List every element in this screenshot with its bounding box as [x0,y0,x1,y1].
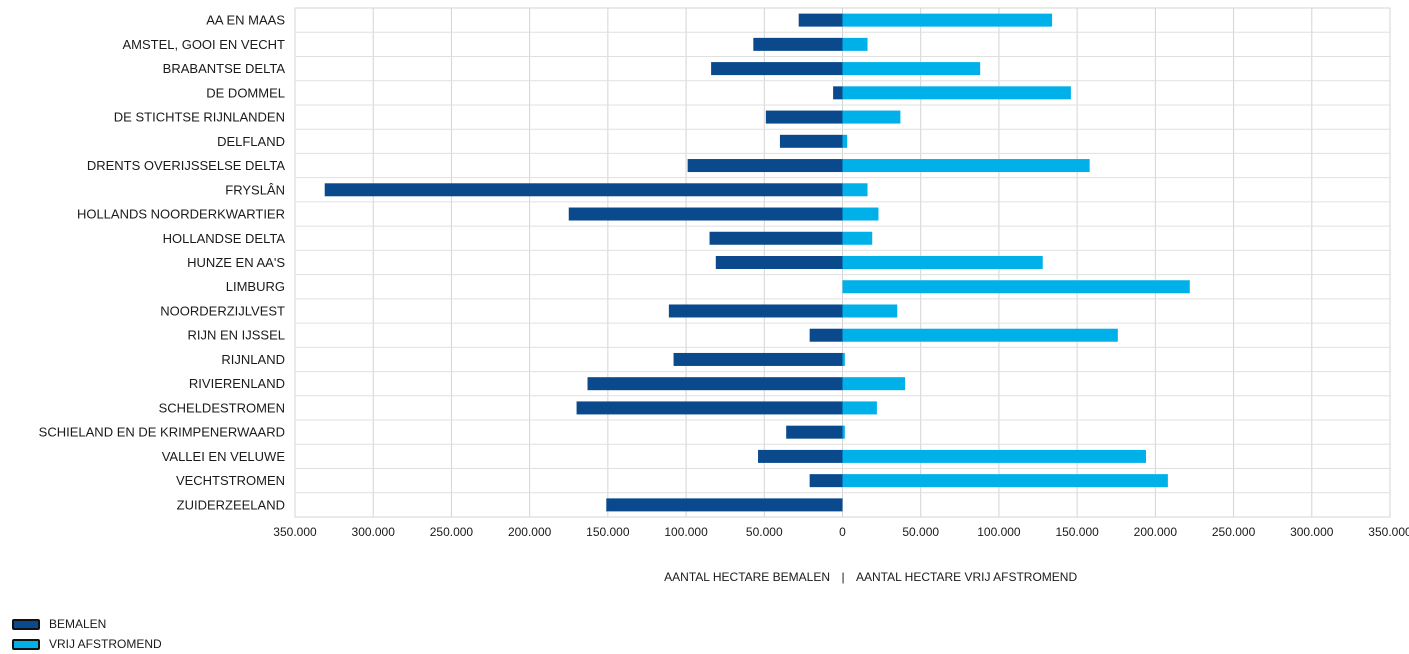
bar-vrij-afstromend [842,86,1071,100]
category-label: HUNZE EN AA'S [187,255,285,270]
category-label: NOORDERZIJLVEST [160,303,285,318]
category-label: HOLLANDSE DELTA [163,231,286,246]
bar-bemalen [587,377,843,391]
bar-vrij-afstromend [842,62,981,76]
bar-vrij-afstromend [842,280,1190,294]
bar-vrij-afstromend [842,449,1146,463]
x-tick-label: 350.000 [273,525,317,539]
bar-vrij-afstromend [842,37,868,51]
bar-vrij-afstromend [842,474,1168,488]
x-tick-label: 100.000 [664,525,708,539]
bar-bemalen [833,86,843,100]
category-label: RIVIERENLAND [189,376,285,391]
x-tick-label: 200.000 [508,525,552,539]
x-axis-label-separator: | [841,570,844,584]
x-tick-label: 50.000 [902,525,939,539]
category-label: LIMBURG [226,279,285,294]
bar-vrij-afstromend [842,352,845,366]
x-axis-label-left: AANTAL HECTARE BEMALEN [664,570,830,584]
x-tick-label: 350.000 [1368,525,1409,539]
bar-bemalen [568,207,843,221]
bar-bemalen [709,231,843,245]
bar-vrij-afstromend [842,256,1043,269]
bar-vrij-afstromend [842,110,901,124]
grid [294,7,1391,518]
category-label: RIJN EN IJSSEL [187,328,285,343]
bar-vrij-afstromend [842,231,873,245]
category-label: AA EN MAAS [206,13,285,28]
legend-swatch-vrij-afstromend [12,638,40,650]
bar-vrij-afstromend [842,425,845,439]
bar-bemalen [798,13,843,27]
bar-bemalen [779,134,843,148]
x-tick-label: 300.000 [352,525,396,539]
x-axis-label-right: AANTAL HECTARE VRIJ AFSTROMEND [856,570,1077,584]
category-label: FRYSLÂN [225,182,285,197]
legend-item-vrij-afstromend: VRIJ AFSTROMEND [12,634,162,654]
x-tick-label: 150.000 [1055,525,1099,539]
bar-bemalen [673,352,843,366]
bar-bemalen [765,110,843,124]
x-tick-label: 50.000 [746,525,783,539]
category-label: VALLEI EN VELUWE [162,449,286,464]
x-tick-label: 150.000 [586,525,630,539]
bar-vrij-afstromend [842,207,879,221]
bar-vrij-afstromend [842,328,1118,342]
bar-bemalen [809,328,843,342]
x-tick-label: 0 [839,525,846,539]
bar-bemalen [606,498,843,512]
x-tick-label: 300.000 [1290,525,1334,539]
category-label: DRENTS OVERIJSSELSE DELTA [87,158,286,173]
bar-vrij-afstromend [842,401,877,415]
bar-vrij-afstromend [842,377,906,391]
bar-bemalen [687,159,843,173]
bar-bemalen [668,304,843,318]
category-label: RIJNLAND [221,352,285,367]
bar-bemalen [786,425,843,439]
bars [324,13,1190,512]
bar-bemalen [576,401,843,415]
x-tick-labels: 350.000 300.000 250.000 200.000 150.000 100.0… [273,525,1409,539]
category-label: VECHTSTROMEN [176,473,285,488]
bar-bemalen [753,37,843,51]
category-label: SCHIELAND EN DE KRIMPENERWAARD [39,425,285,440]
category-label: DE DOMMEL [206,85,285,100]
legend: BEMALEN VRIJ AFSTROMEND [12,614,162,654]
category-label: DE STICHTSE RIJNLANDEN [114,110,285,125]
x-tick-label: 200.000 [1134,525,1178,539]
legend-label-bemalen: BEMALEN [49,617,107,631]
bar-vrij-afstromend [842,304,898,318]
category-labels: AA EN MAAS AMSTEL, GOOI EN VECHT BRABANTSE… [39,13,286,513]
category-label: SCHELDESTROMEN [159,400,285,415]
bar-bemalen [758,449,843,463]
x-tick-label: 250.000 [430,525,474,539]
bar-bemalen [715,256,843,269]
category-label: ZUIDERZEELAND [177,497,285,512]
legend-swatch-bemalen [12,618,40,630]
x-tick-label: 100.000 [977,525,1021,539]
bar-bemalen [711,62,843,76]
category-label: DELFLAND [217,134,285,149]
bar-vrij-afstromend [842,13,1053,27]
diverging-bar-chart: AA EN MAAS AMSTEL, GOOI EN VECHT BRABANTSE… [39,7,1409,584]
bar-bemalen [809,474,843,488]
bar-vrij-afstromend [842,159,1090,173]
x-tick-label: 250.000 [1212,525,1256,539]
bar-bemalen [324,183,843,197]
category-label: BRABANTSE DELTA [163,61,286,76]
legend-item-bemalen: BEMALEN [12,614,162,634]
bar-vrij-afstromend [842,134,848,148]
bar-vrij-afstromend [842,183,868,197]
category-label: AMSTEL, GOOI EN VECHT [122,37,285,52]
category-label: HOLLANDS NOORDERKWARTIER [77,207,285,222]
legend-label-vrij-afstromend: VRIJ AFSTROMEND [49,637,162,651]
